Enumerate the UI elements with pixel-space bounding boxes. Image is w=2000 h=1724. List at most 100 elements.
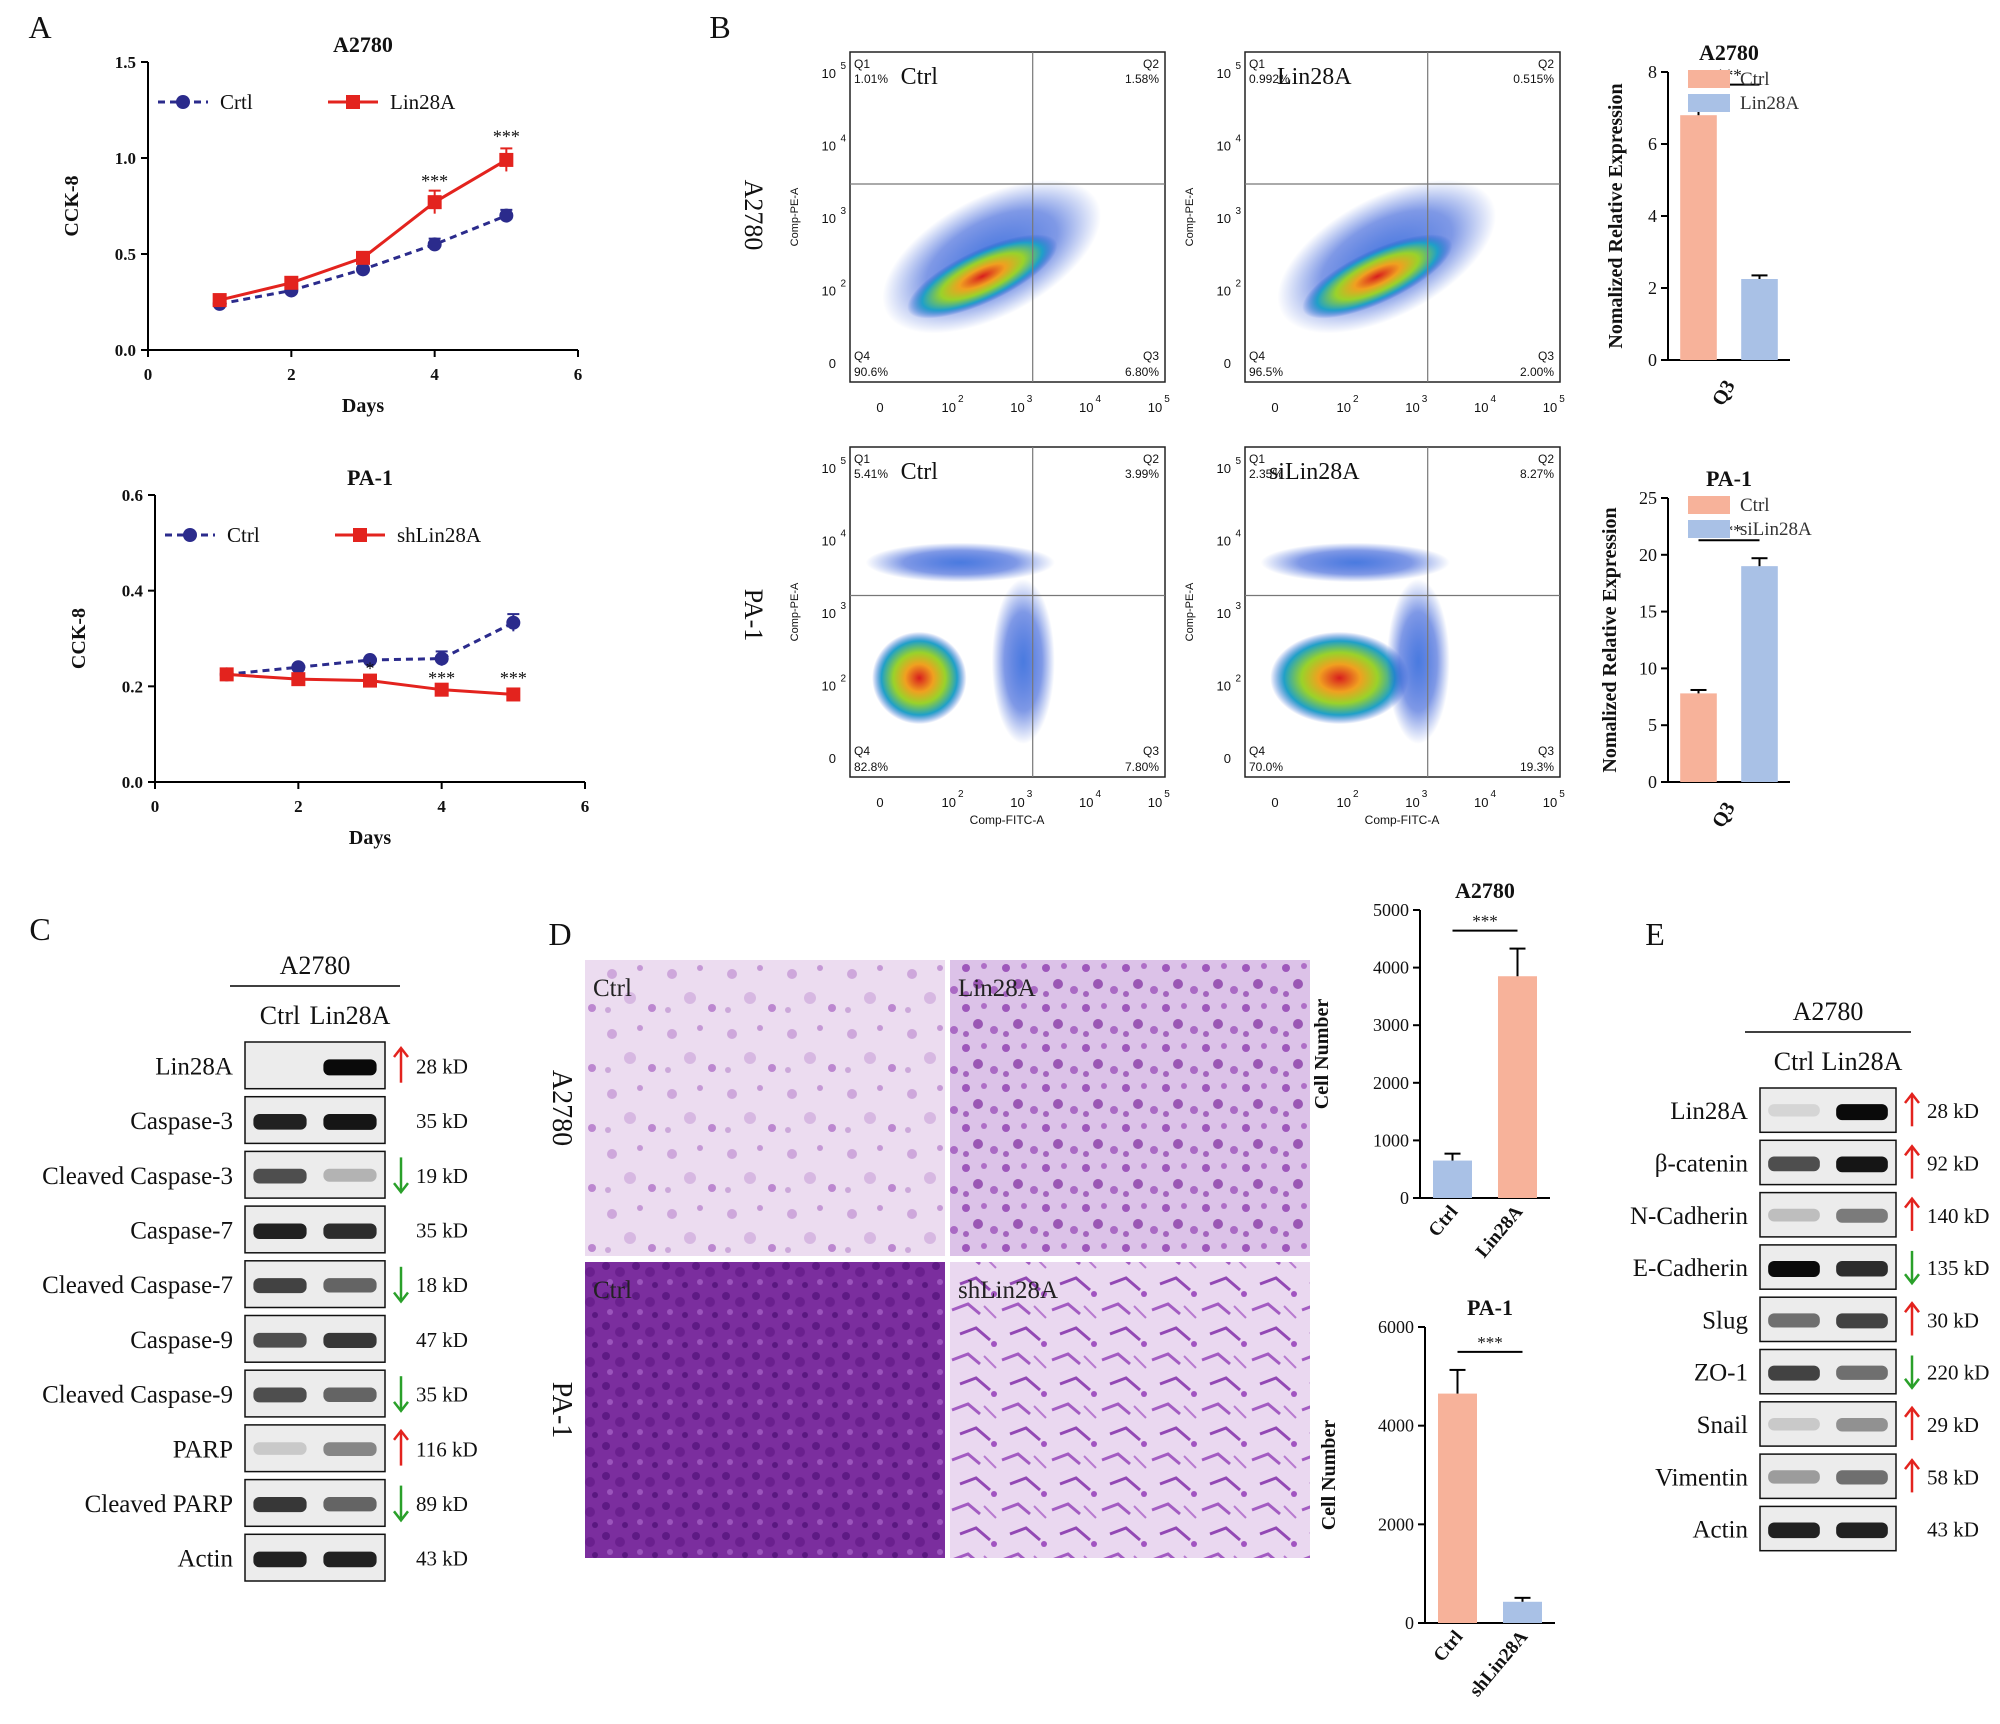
y-tick-label: 3000	[1373, 1015, 1409, 1035]
x-axis-tick-exp: 3	[1422, 789, 1428, 800]
arrow-head-icon	[1904, 1458, 1920, 1470]
microscopy-label: shLin28A	[958, 1277, 1058, 1304]
blot-band	[253, 1168, 307, 1184]
x-axis-tick-exp: 5	[1164, 394, 1170, 405]
x-axis-tick: 10	[1474, 795, 1488, 810]
x-axis-tick-exp: 3	[1027, 394, 1033, 405]
legend-label: Ctrl	[1740, 495, 1770, 516]
blot-band	[1768, 1522, 1820, 1539]
x-tick-label: 0	[151, 797, 160, 816]
microscopy-image	[950, 1262, 1310, 1558]
arrow-head-icon	[1904, 1273, 1920, 1286]
molecular-weight: 43 kD	[416, 1547, 468, 1571]
quadrant-label: Q4	[854, 349, 870, 363]
quadrant-label: Q4	[1249, 744, 1265, 758]
molecular-weight: 35 kD	[416, 1218, 468, 1242]
scatter-halo-2	[1386, 579, 1450, 744]
blot-band	[253, 1496, 307, 1513]
protein-label: Cleaved Caspase-7	[42, 1272, 233, 1299]
panel-b-bar-pa1: PA-1 0 5 10 15 20 25 Nomalized Relative Express…	[1599, 466, 1812, 832]
x-axis-tick: 10	[1405, 795, 1419, 810]
quadrant-value: 2.00%	[1520, 365, 1554, 379]
arrow-head-icon	[393, 1510, 409, 1523]
panel-letter-e: E	[1645, 916, 1665, 952]
y-tick-label: 4000	[1373, 958, 1409, 978]
quadrant-value: 0.992%	[1249, 72, 1290, 86]
x-axis-tick-exp: 2	[1353, 394, 1359, 405]
y-axis-tick: 10	[1217, 679, 1231, 694]
significance-mark: ***	[1472, 912, 1498, 931]
data-point	[434, 651, 449, 666]
y-axis-tick-exp: 4	[840, 529, 846, 540]
x-axis-tick: 10	[1079, 795, 1093, 810]
blot-band	[1768, 1417, 1820, 1431]
quadrant-value: 6.80%	[1125, 365, 1159, 379]
lane-label: Ctrl	[1774, 1047, 1814, 1076]
quadrant-label: Q3	[1143, 744, 1159, 758]
microscopy-row-label: A2780	[546, 1070, 577, 1146]
quadrant-value: 0.515%	[1513, 72, 1554, 86]
legend-label: siLin28A	[1740, 519, 1812, 540]
quadrant-value: 82.8%	[854, 760, 888, 774]
y-tick-label: 2	[1648, 278, 1657, 298]
y-tick-label: 1.5	[115, 53, 136, 72]
blot-band	[253, 1551, 307, 1568]
x-axis-tick-exp: 2	[958, 394, 964, 405]
y-tick-label: 1.0	[115, 149, 136, 168]
protein-label: N-Cadherin	[1630, 1203, 1749, 1230]
bar-chart-title: PA-1	[1706, 466, 1752, 491]
arrow-head-icon	[1904, 1144, 1920, 1157]
molecular-weight: 140 kD	[1927, 1204, 1989, 1228]
y-axis-tick: 0	[829, 751, 836, 766]
scatter-density	[872, 631, 967, 725]
blot-band	[1768, 1365, 1820, 1381]
legend-swatch	[1688, 520, 1730, 538]
protein-label: Lin28A	[155, 1053, 233, 1080]
flow-sample-label: siLin28A	[1269, 459, 1360, 485]
y-axis-label: Nomalized Relative Expression	[1605, 83, 1627, 348]
x-axis-label: Q3	[1708, 798, 1740, 831]
quadrant-value: 1.58%	[1125, 72, 1159, 86]
x-axis-tick: 10	[1474, 400, 1488, 415]
y-tick-label: 0	[1400, 1188, 1409, 1208]
legend-label: Lin28A	[1740, 93, 1799, 114]
bar-lin28a	[1741, 279, 1778, 360]
blot-band	[1836, 1417, 1888, 1432]
quadrant-label: Q3	[1143, 349, 1159, 363]
data-point	[363, 673, 377, 688]
molecular-weight: 28 kD	[1927, 1099, 1979, 1123]
protein-label: β-catenin	[1655, 1150, 1749, 1177]
data-point	[363, 653, 377, 668]
arrow-head-icon	[1904, 1405, 1920, 1418]
y-axis-label: Comp-PE-A	[1184, 187, 1196, 246]
blot-band	[323, 1332, 377, 1349]
data-point	[499, 208, 514, 223]
legend-swatch	[1688, 70, 1730, 88]
panel-e-blot: A2780 Ctrl Lin28A Lin28A 28 kD β-catenin 92 kD…	[1630, 997, 1989, 1552]
molecular-weight: 92 kD	[1927, 1151, 1979, 1175]
y-axis-tick-exp: 5	[1235, 456, 1241, 467]
lane-label: Ctrl	[260, 1001, 300, 1030]
x-axis-tick: 10	[1079, 400, 1093, 415]
y-axis-tick: 0	[1224, 751, 1231, 766]
protein-label: Cleaved Caspase-9	[42, 1382, 233, 1409]
legend-marker	[176, 95, 190, 109]
x-axis-label: Q3	[1708, 376, 1740, 409]
x-axis-tick: 10	[1543, 795, 1557, 810]
microscopy-label: Ctrl	[593, 1277, 632, 1304]
y-axis-tick: 10	[822, 679, 836, 694]
blot-band	[323, 1223, 377, 1239]
lane-label: Lin28A	[310, 1001, 391, 1030]
panel-d-microscopy: Ctrl Lin28A Ctrl shLin28A A2780 PA-1	[546, 960, 1310, 1558]
y-axis-label: Cell Number	[1318, 1420, 1340, 1531]
y-tick-label: 6	[1648, 134, 1657, 154]
data-point	[427, 237, 442, 252]
y-axis-tick: 10	[822, 139, 836, 154]
molecular-weight: 58 kD	[1927, 1465, 1979, 1489]
quadrant-label: Q2	[1538, 57, 1554, 71]
arrow-head-icon	[393, 1401, 409, 1413]
y-axis-tick-exp: 5	[1235, 61, 1241, 72]
panel-letter-c: C	[29, 911, 50, 947]
arrow-head-icon	[393, 1182, 409, 1195]
